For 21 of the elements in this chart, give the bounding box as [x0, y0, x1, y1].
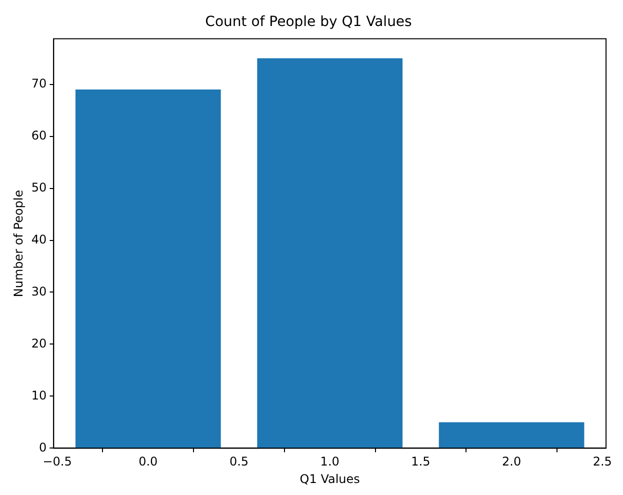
x-tick-label: −0.5 [42, 454, 72, 469]
y-tick-label: 0 [39, 440, 47, 454]
y-tick-label: 60 [31, 128, 47, 142]
bar [257, 58, 403, 448]
x-tick-label: 0.5 [229, 454, 249, 469]
x-tick-label: 1.5 [411, 454, 430, 469]
x-tick-label: 2.0 [502, 454, 522, 469]
y-tick-label: 40 [31, 232, 47, 246]
y-tick-label: 20 [31, 336, 47, 350]
y-tick-label: 70 [31, 76, 47, 90]
chart-title: Count of People by Q1 Values [205, 14, 412, 30]
y-tick-label: 30 [31, 284, 47, 298]
bar [438, 422, 584, 448]
x-tick-label: 1.0 [320, 454, 340, 469]
y-tick-label: 10 [31, 388, 47, 402]
bar [75, 89, 221, 448]
x-axis-title: Q1 Values [300, 472, 360, 486]
y-tick-label: 50 [31, 180, 47, 194]
y-axis-title: Number of People [11, 190, 26, 298]
x-tick-label: 0.0 [138, 454, 158, 469]
x-tick-label: 2.5 [592, 454, 612, 469]
